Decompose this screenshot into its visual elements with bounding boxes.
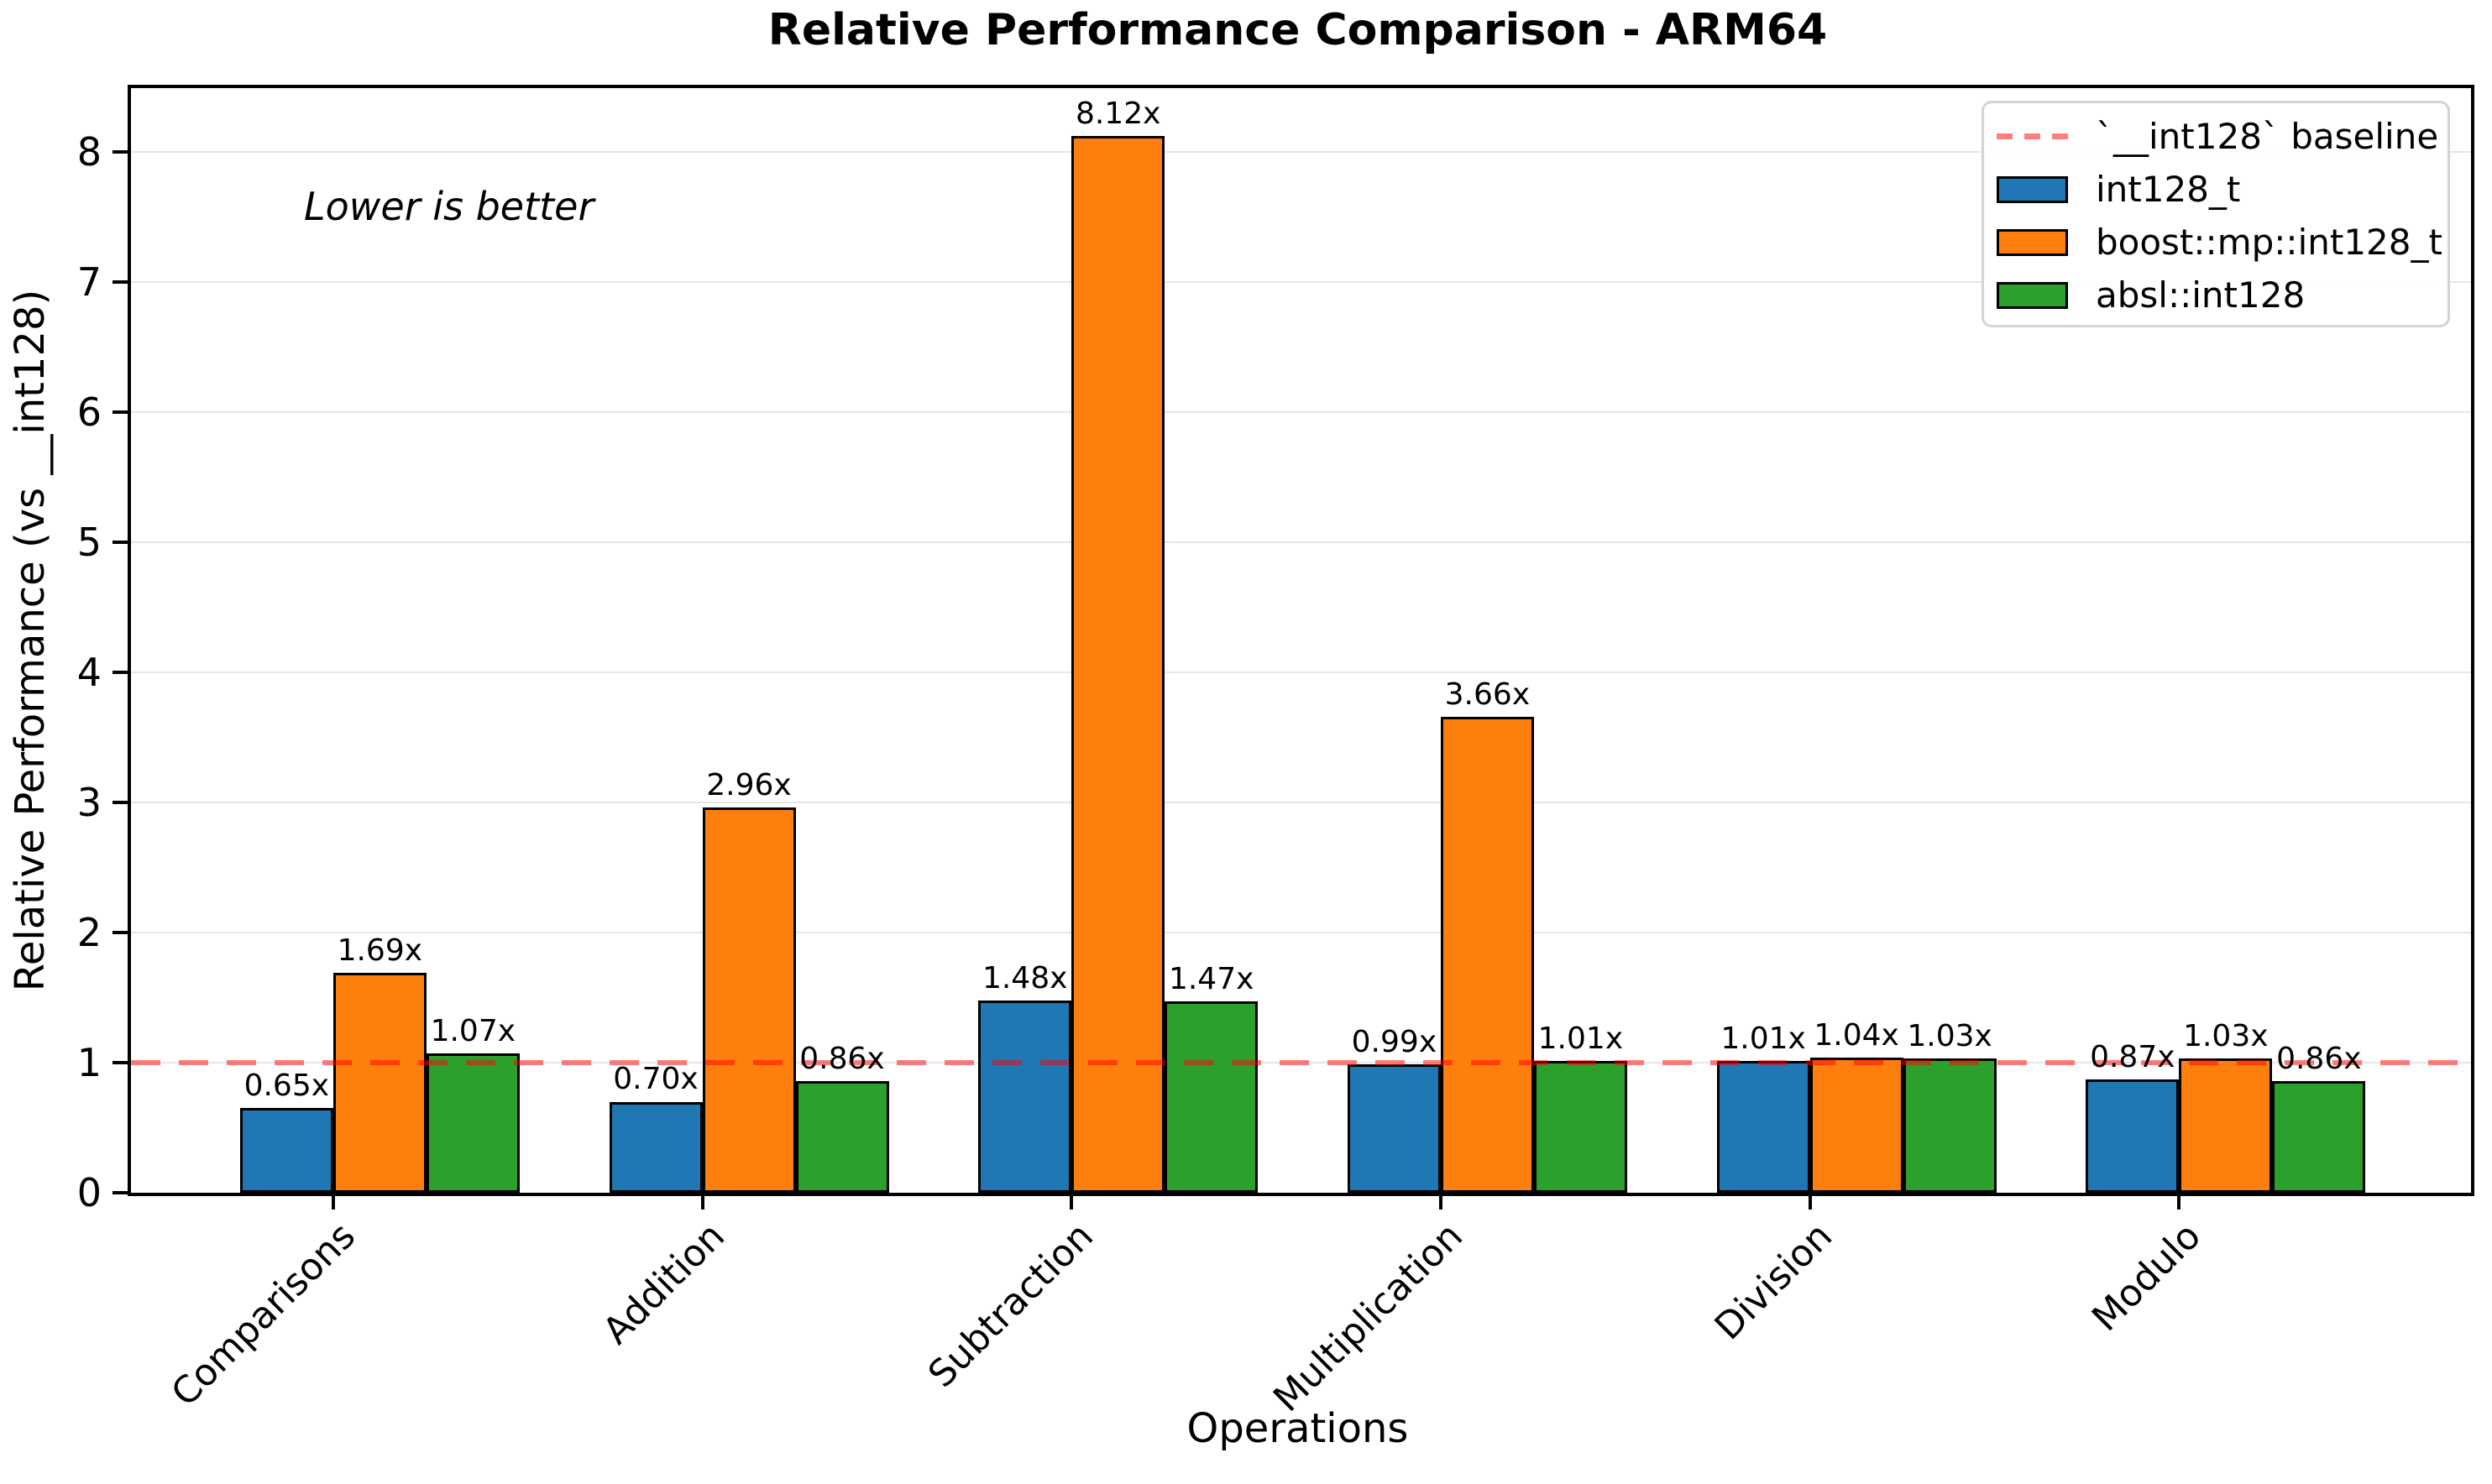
y-tick-mark [113, 1060, 131, 1064]
bar-value-label: 0.87x [2090, 1040, 2175, 1075]
y-tick-mark [113, 410, 131, 414]
bar-value-label: 1.04x [1814, 1017, 1899, 1053]
bar-value-label: 3.66x [1444, 677, 1531, 712]
bar [332, 973, 427, 1193]
bar [795, 1080, 889, 1193]
bar-value-label: 0.86x [799, 1041, 885, 1076]
x-tick-mark [700, 1193, 704, 1210]
bar-value-label: 2.96x [706, 768, 792, 803]
bar [1809, 1057, 1903, 1193]
bar-value-label: 1.01x [1720, 1022, 1806, 1057]
legend-label-int128-t: int128_t [2096, 168, 2241, 210]
baseline-line [131, 1059, 2471, 1065]
legend-swatch-absl [1997, 281, 2068, 309]
bar [1347, 1063, 1441, 1193]
chart-title: Relative Performance Comparison - ARM64 [767, 5, 1828, 55]
bar [2272, 1080, 2366, 1193]
bar-value-label: 1.48x [982, 960, 1068, 995]
y-tick-label: 1 [76, 1039, 102, 1085]
bar [2179, 1058, 2273, 1193]
y-gridline [131, 410, 2471, 413]
y-tick-label: 8 [76, 128, 102, 175]
bar [1440, 716, 1534, 1193]
bar [1716, 1061, 1810, 1193]
bar-value-label: 1.03x [2183, 1019, 2269, 1054]
bar [609, 1101, 703, 1193]
y-tick-label: 5 [76, 519, 102, 565]
y-gridline [131, 671, 2471, 673]
y-gridline [131, 541, 2471, 543]
y-tick-mark [113, 1191, 131, 1194]
bar-value-label: 8.12x [1075, 97, 1161, 132]
x-tick-mark [1808, 1193, 1812, 1210]
y-tick-label: 7 [76, 259, 102, 305]
legend-swatch-boost [1997, 228, 2068, 256]
bar [1533, 1061, 1627, 1193]
x-axis-label: Operations [1186, 1405, 1409, 1452]
legend-label-absl: absl::int128 [2096, 274, 2306, 316]
y-tick-label: 4 [76, 649, 102, 695]
y-tick-mark [113, 149, 131, 154]
x-tick-mark [1070, 1193, 1074, 1210]
y-tick-mark [113, 800, 131, 804]
bar-value-label: 1.03x [1907, 1019, 1992, 1054]
bar [2086, 1079, 2180, 1193]
bar-value-label: 0.86x [2276, 1041, 2362, 1076]
x-tick-mark [1438, 1193, 1442, 1210]
y-gridline [131, 280, 2471, 283]
y-tick-mark [113, 280, 131, 284]
legend-row-int128-t: int128_t [1997, 163, 2432, 216]
legend-swatch-int128-t [1997, 175, 2068, 203]
bar [702, 807, 796, 1193]
legend-row-boost: boost::mp::int128_t [1997, 216, 2442, 269]
bar [1071, 136, 1165, 1193]
y-gridline [131, 801, 2471, 803]
bar [978, 1000, 1072, 1193]
baseline-dash-icon [1997, 133, 2068, 139]
legend-label-baseline: `__int128` baseline [2096, 115, 2439, 157]
y-tick-label: 6 [76, 389, 102, 435]
bar [1165, 1001, 1259, 1193]
y-tick-label: 2 [76, 909, 102, 955]
y-gridline [131, 150, 2471, 153]
bar-value-label: 1.69x [337, 933, 423, 969]
y-tick-mark [113, 670, 131, 674]
bar-value-label: 0.70x [613, 1062, 699, 1097]
bar [239, 1108, 333, 1193]
bar-value-label: 0.99x [1351, 1024, 1437, 1059]
bar-value-label: 0.65x [243, 1069, 330, 1104]
bar [1903, 1058, 1997, 1193]
legend-row-baseline: `__int128` baseline [1997, 110, 2438, 163]
lower-is-better-annotation: Lower is better [304, 184, 594, 229]
bar-value-label: 1.07x [430, 1014, 516, 1049]
bar-value-label: 1.01x [1537, 1022, 1624, 1057]
x-tick-mark [2177, 1193, 2181, 1210]
y-tick-mark [113, 930, 131, 934]
y-tick-label: 0 [76, 1170, 102, 1215]
y-tick-label: 3 [76, 779, 102, 825]
x-tick-mark [331, 1193, 335, 1210]
legend: `__int128` baseline int128_t boost::mp::… [1982, 101, 2450, 327]
y-gridline [131, 931, 2471, 933]
bar [426, 1053, 520, 1193]
legend-row-absl: absl::int128 [1997, 269, 2432, 321]
bar-value-label: 1.47x [1168, 962, 1254, 997]
y-tick-mark [113, 540, 131, 544]
legend-label-boost: boost::mp::int128_t [2096, 221, 2442, 263]
